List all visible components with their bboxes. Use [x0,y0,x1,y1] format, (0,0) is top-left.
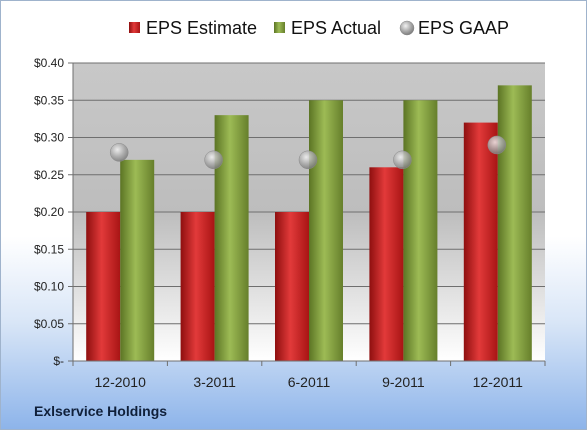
y-tick-label: $0.40 [34,56,64,70]
y-tick-label: $0.10 [34,280,64,294]
marker-eps-gaap [298,150,318,170]
x-tick-label: 6-2011 [288,374,331,390]
bar-eps-actual [120,159,155,361]
marker-eps-gaap [393,150,412,170]
legend-label: EPS Actual [291,18,381,38]
x-tick-label: 12-2010 [95,374,147,390]
y-tick-label: $0.35 [34,93,64,107]
bar-eps-estimate [86,212,121,361]
legend-label: EPS Estimate [146,18,257,38]
x-tick-label: 12-2011 [473,374,524,390]
marker-eps-gaap [204,150,223,170]
marker-eps-gaap [487,135,507,155]
legend: EPS Estimate EPS Actual EPS GAAP [129,18,509,38]
x-axis-ticks: 12-2010 3-2011 6-2011 9-2011 12-2011 [72,360,546,390]
legend-label: EPS GAAP [418,18,509,38]
y-tick-label: $0.05 [34,317,64,331]
bar-eps-actual [214,115,249,362]
legend-swatch-eps-actual [274,22,285,33]
bar-eps-actual [403,100,438,361]
company-name: Exlservice Holdings [34,403,168,419]
y-tick-label: $0.25 [34,168,64,182]
y-tick-label: $0.30 [34,131,64,145]
marker-eps-gaap [109,143,129,162]
bar-eps-estimate [369,167,404,361]
bar-eps-actual [497,85,532,361]
y-tick-label: $- [53,354,64,368]
gaap-markers [109,135,507,170]
legend-swatch-eps-estimate [129,22,140,33]
y-tick-label: $0.20 [34,205,64,219]
y-axis-ticks: $- $0.05 $0.10 $0.15 $0.20 $0.25 $0.30 $0.35 $0.… [34,56,74,368]
bars [86,85,532,362]
bar-eps-estimate [275,212,309,361]
x-tick-label: 3-2011 [193,374,236,390]
legend-swatch-eps-gaap [399,20,415,36]
bar-eps-estimate [463,122,498,361]
bar-eps-estimate [180,212,215,361]
y-tick-label: $0.15 [34,242,64,256]
bar-eps-actual [309,100,343,361]
x-tick-label: 9-2011 [382,374,425,390]
